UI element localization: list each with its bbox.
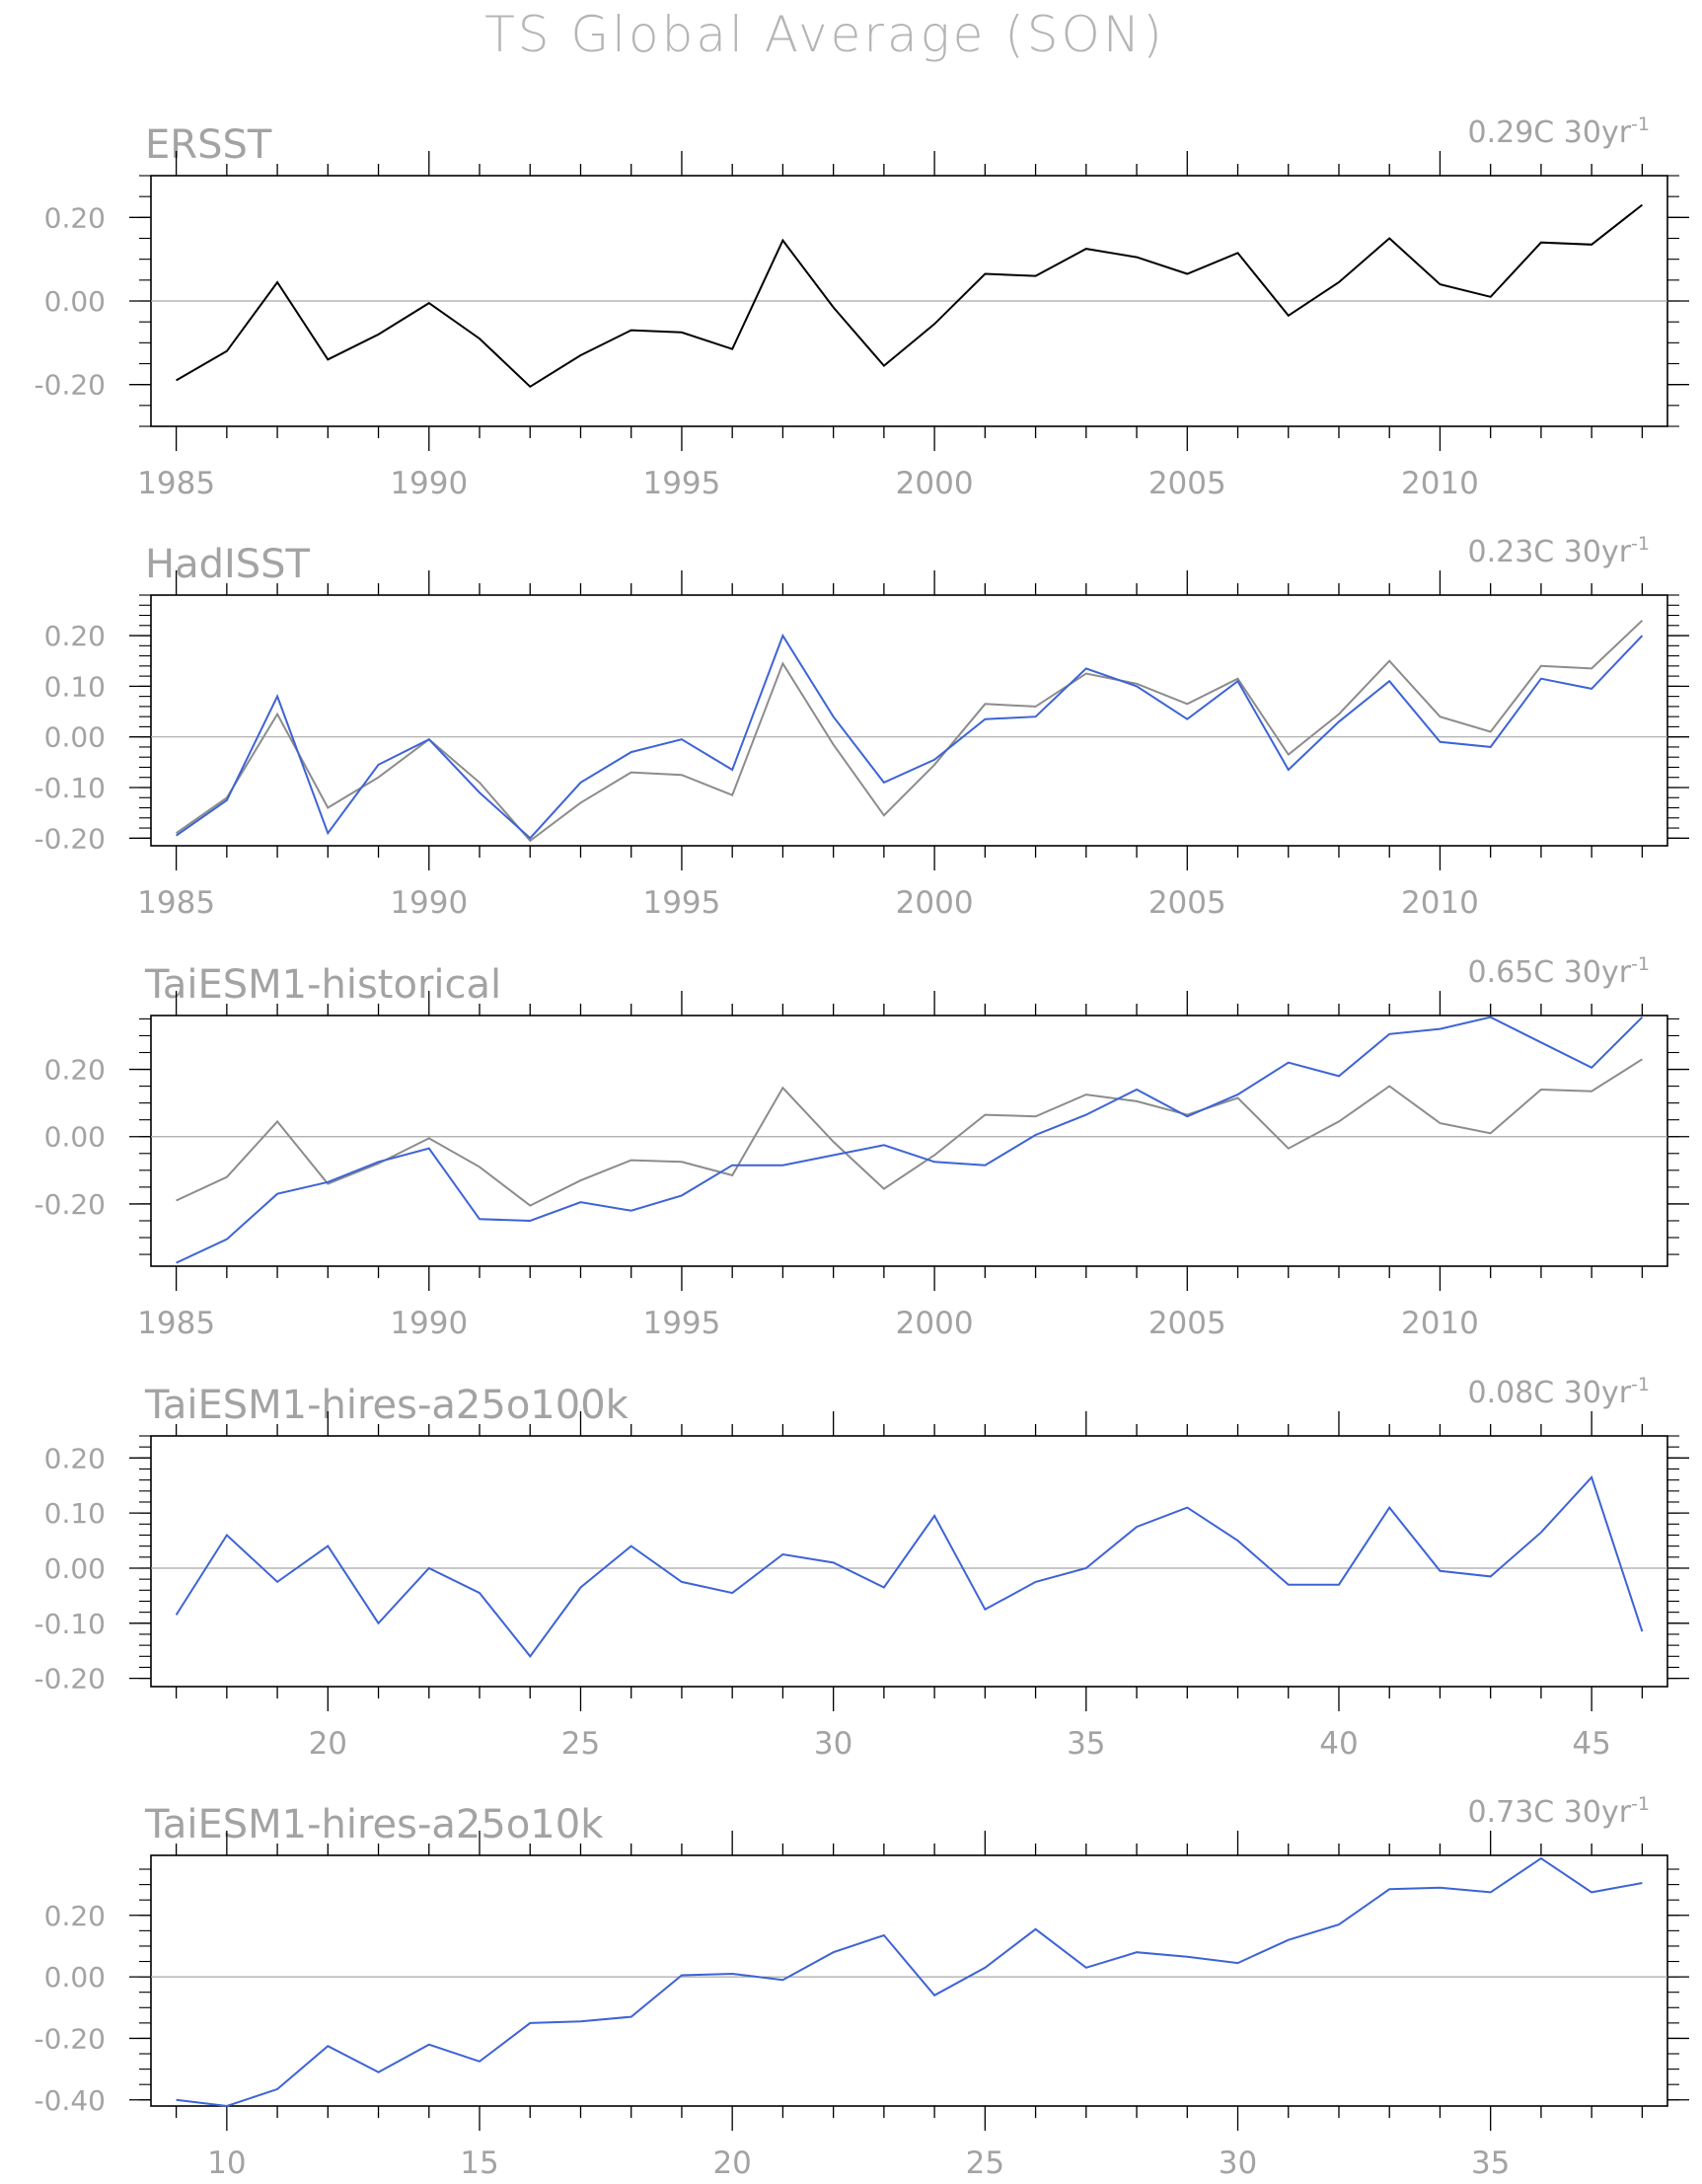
x-tick-label: 25 xyxy=(561,1726,600,1762)
x-tick-label: 1990 xyxy=(390,885,468,921)
x-tick-label: 2005 xyxy=(1148,466,1226,501)
trend-exponent: -1 xyxy=(1631,1793,1650,1815)
x-tick-label: 1995 xyxy=(642,885,720,921)
plot-frame xyxy=(150,1854,1668,2107)
panel-2: HadISST 0.23C 30yr-1 1985 1990 1995 2000 2005 2… xyxy=(35,533,1689,921)
series-line-main xyxy=(175,1474,1644,1658)
x-tick-label: 15 xyxy=(460,2146,498,2181)
x-tick-label: 2010 xyxy=(1401,466,1479,501)
trend-label: 0.29C 30yr-1 xyxy=(1467,113,1650,150)
y-tick-label: -0.20 xyxy=(35,1188,106,1221)
trend-space xyxy=(1554,535,1564,569)
y-tick-label: 0.00 xyxy=(44,285,106,318)
trend-exponent: -1 xyxy=(1631,113,1650,135)
y-tick-label: -0.10 xyxy=(35,772,106,804)
trend-label: 0.23C 30yr-1 xyxy=(1467,533,1650,569)
x-tick-label: 1995 xyxy=(642,1306,720,1341)
y-tick-label: -0.20 xyxy=(35,369,106,402)
y-tick-label: -0.20 xyxy=(35,1663,106,1695)
x-tick-label: 2000 xyxy=(896,885,974,921)
y-tick-label: 0.00 xyxy=(44,1121,106,1154)
y-tick-label: 0.00 xyxy=(44,1552,106,1585)
x-tick-label: 1985 xyxy=(137,466,215,501)
x-tick-label: 2010 xyxy=(1401,885,1479,921)
y-tick-label: 0.10 xyxy=(44,670,106,703)
series-line-main xyxy=(176,1856,1643,2108)
panel-title: TaiESM1-historical xyxy=(144,962,501,1008)
trend-space xyxy=(1554,955,1564,990)
x-tick-label: 2010 xyxy=(1401,1306,1479,1341)
x-tick-label: 35 xyxy=(1067,1726,1105,1762)
x-tick-label: 2005 xyxy=(1148,885,1226,921)
x-tick-label: 40 xyxy=(1319,1726,1358,1762)
trend-label: 0.65C 30yr-1 xyxy=(1467,953,1650,990)
trend-unit: 30yr xyxy=(1564,955,1632,990)
x-tick-label: 2000 xyxy=(896,1306,974,1341)
trend-value: 0.08C xyxy=(1467,1376,1554,1410)
y-tick-label: 0.20 xyxy=(44,1900,106,1932)
series-line-overlay xyxy=(176,619,1644,843)
panel-4: TaiESM1-hires-a25o100k 0.08C 30yr-1 20 25 30… xyxy=(35,1374,1689,1762)
trend-label: 0.73C 30yr-1 xyxy=(1467,1793,1650,1830)
trend-value: 0.73C xyxy=(1467,1795,1554,1830)
y-tick-label: -0.10 xyxy=(35,1608,106,1640)
x-tick-label: 30 xyxy=(814,1726,852,1762)
plot-frame xyxy=(150,1015,1668,1267)
trend-label: 0.08C 30yr-1 xyxy=(1467,1374,1650,1410)
y-tick-label: -0.20 xyxy=(35,822,106,855)
y-tick-label: 0.20 xyxy=(44,620,106,652)
x-tick-label: 25 xyxy=(966,2146,1004,2181)
panel-title: HadISST xyxy=(145,542,311,587)
trend-space xyxy=(1554,115,1564,150)
trend-value: 0.65C xyxy=(1467,955,1554,990)
trend-exponent: -1 xyxy=(1631,1374,1650,1395)
x-tick-label: 20 xyxy=(309,1726,347,1762)
x-tick-label: 10 xyxy=(207,2146,246,2181)
y-tick-label: 0.20 xyxy=(44,1054,106,1087)
x-tick-label: 1985 xyxy=(137,1306,215,1341)
x-tick-label: 2005 xyxy=(1148,1306,1226,1341)
plot-frame xyxy=(150,1435,1668,1688)
y-tick-label: 0.20 xyxy=(44,1442,106,1474)
trend-value: 0.23C xyxy=(1467,535,1554,569)
trend-space xyxy=(1554,1376,1564,1410)
x-tick-label: 1995 xyxy=(642,466,720,501)
panel-title: TaiESM1-hires-a25o10k xyxy=(144,1802,604,1847)
y-tick-label: -0.20 xyxy=(35,2022,106,2055)
plot-frame xyxy=(150,594,1668,847)
y-tick-label: 0.20 xyxy=(44,201,106,234)
trend-value: 0.29C xyxy=(1467,115,1554,150)
y-tick-label: 0.10 xyxy=(44,1497,106,1530)
x-tick-label: 30 xyxy=(1219,2146,1257,2181)
panel-3: TaiESM1-historical 0.65C 30yr-1 1985 1990 19… xyxy=(35,953,1689,1341)
x-tick-label: 45 xyxy=(1572,1726,1610,1762)
y-tick-label: -0.40 xyxy=(35,2084,106,2117)
panel-1: ERSST 0.29C 30yr-1 1985 1990 1995 2000 2005 201… xyxy=(35,113,1689,501)
series-line-main xyxy=(176,1016,1644,1264)
x-tick-label: 35 xyxy=(1471,2146,1510,2181)
series-line-overlay xyxy=(176,1058,1643,1207)
y-tick-label: 0.00 xyxy=(44,1961,106,1994)
trend-unit: 30yr xyxy=(1564,115,1632,150)
x-tick-label: 1990 xyxy=(390,466,468,501)
trend-space xyxy=(1554,1795,1564,1830)
panel-title: ERSST xyxy=(145,122,272,168)
trend-unit: 30yr xyxy=(1564,535,1632,569)
x-tick-label: 1990 xyxy=(390,1306,468,1341)
x-tick-label: 1985 xyxy=(137,885,215,921)
y-tick-label: 0.00 xyxy=(44,721,106,754)
figure-title: TS Global Average (SON) xyxy=(484,6,1165,63)
x-tick-label: 20 xyxy=(712,2146,751,2181)
trend-unit: 30yr xyxy=(1564,1795,1632,1830)
panel-5: TaiESM1-hires-a25o10k 0.73C 30yr-1 10 15 20 2… xyxy=(35,1793,1689,2181)
panel-title: TaiESM1-hires-a25o100k xyxy=(144,1383,629,1428)
x-tick-label: 2000 xyxy=(896,466,974,501)
series-line-main xyxy=(176,633,1644,840)
series-line-reference xyxy=(176,203,1644,389)
trend-exponent: -1 xyxy=(1631,953,1650,975)
trend-unit: 30yr xyxy=(1564,1376,1632,1410)
trend-exponent: -1 xyxy=(1631,533,1650,555)
